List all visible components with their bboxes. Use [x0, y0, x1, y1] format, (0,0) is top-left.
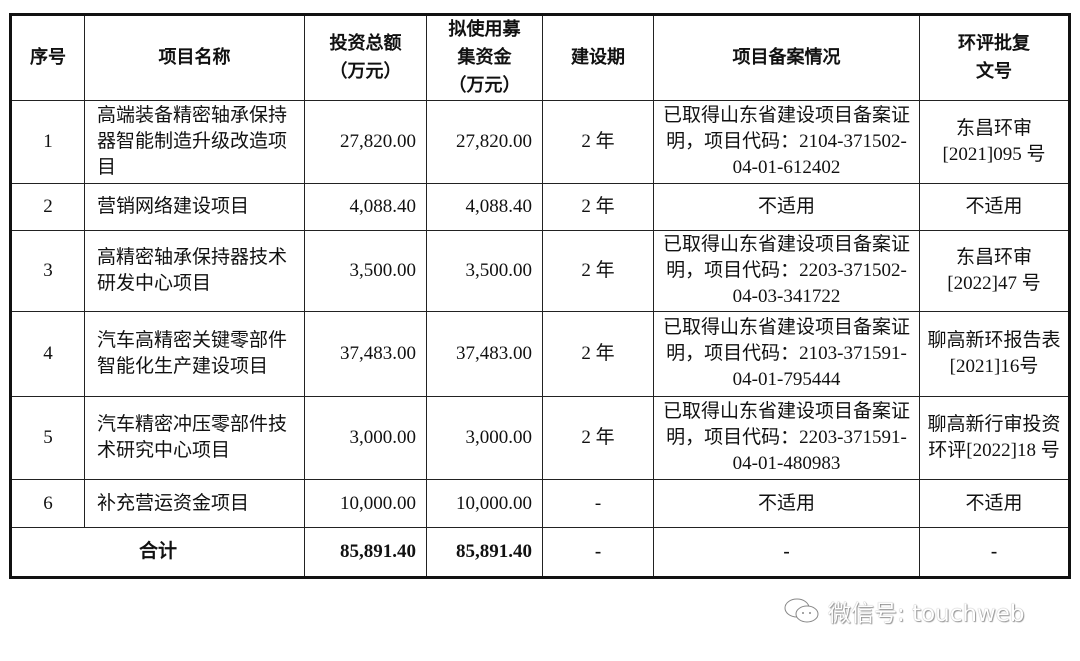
cell-filing: 不适用	[653, 183, 920, 231]
cell-no: 2	[10, 183, 85, 231]
cell-name: 营销网络建设项目	[84, 183, 305, 231]
cell-raised: 10,000.00	[426, 479, 543, 528]
cell-eia: 聊高新行审投资环评[2022]18 号	[919, 396, 1070, 480]
cell-eia: 聊高新环报告表[2021]16号	[919, 311, 1070, 397]
total-filing: -	[653, 527, 920, 578]
cell-raised: 3,000.00	[426, 396, 543, 480]
header-total-investment: 投资总额 （万元）	[304, 14, 427, 101]
watermark: 微信号: touchweb	[782, 594, 1025, 628]
table-row: 1 高端装备精密轴承保持器智能制造升级改造项目 27,820.00 27,820.00…	[10, 100, 1070, 184]
header-row: 序号 项目名称 投资总额 （万元） 拟使用募 集资金 （万元） 建设期 项目备案情况 环评批…	[10, 14, 1070, 101]
cell-total: 10,000.00	[304, 479, 427, 528]
cell-name: 高精密轴承保持器技术研发中心项目	[84, 230, 305, 312]
fundraising-projects-table: 序号 项目名称 投资总额 （万元） 拟使用募 集资金 （万元） 建设期 项目备案情况 环评批…	[9, 13, 1071, 579]
cell-name: 高端装备精密轴承保持器智能制造升级改造项目	[84, 100, 305, 184]
cell-period: 2 年	[542, 396, 654, 480]
cell-filing: 已取得山东省建设项目备案证明，项目代码：2203-371591-04-01-48…	[653, 396, 920, 480]
cell-period: 2 年	[542, 100, 654, 184]
cell-total: 3,000.00	[304, 396, 427, 480]
total-total: 85,891.40	[304, 527, 427, 578]
cell-raised: 37,483.00	[426, 311, 543, 397]
cell-no: 6	[10, 479, 85, 528]
cell-name: 汽车高精密关键零部件智能化生产建设项目	[84, 311, 305, 397]
cell-no: 3	[10, 230, 85, 312]
total-raised: 85,891.40	[426, 527, 543, 578]
header-period: 建设期	[542, 14, 654, 101]
table-row: 3 高精密轴承保持器技术研发中心项目 3,500.00 3,500.00 2 年已取得山…	[10, 230, 1070, 312]
cell-total: 4,088.40	[304, 183, 427, 231]
cell-name: 汽车精密冲压零部件技术研究中心项目	[84, 396, 305, 480]
cell-eia: 不适用	[919, 479, 1070, 528]
table-row: 4 汽车高精密关键零部件智能化生产建设项目 37,483.00 37,483.00 2 …	[10, 311, 1070, 397]
total-label: 合计	[10, 527, 305, 578]
cell-total: 27,820.00	[304, 100, 427, 184]
watermark-text: 微信号: touchweb	[828, 601, 1025, 627]
table-row: 6 补充营运资金项目 10,000.00 10,000.00- 不适用 不适用	[10, 479, 1070, 528]
cell-filing: 已取得山东省建设项目备案证明，项目代码：2104-371502-04-01-61…	[653, 100, 920, 184]
cell-period: -	[542, 479, 654, 528]
header-eia: 环评批复 文号	[919, 14, 1070, 101]
table-row: 5 汽车精密冲压零部件技术研究中心项目 3,000.00 3,000.00 2 年已取得…	[10, 396, 1070, 480]
table-row: 2 营销网络建设项目 4,088.40 4,088.40 2 年不适用 不适用	[10, 183, 1070, 231]
cell-total: 37,483.00	[304, 311, 427, 397]
cell-raised: 3,500.00	[426, 230, 543, 312]
cell-period: 2 年	[542, 230, 654, 312]
total-period: -	[542, 527, 654, 578]
cell-eia: 东昌环审[2021]095 号	[919, 100, 1070, 184]
total-eia: -	[919, 527, 1070, 578]
cell-filing: 不适用	[653, 479, 920, 528]
cell-period: 2 年	[542, 311, 654, 397]
wechat-icon	[784, 598, 819, 623]
cell-filing: 已取得山东省建设项目备案证明，项目代码：2203-371502-04-03-34…	[653, 230, 920, 312]
cell-filing: 已取得山东省建设项目备案证明，项目代码：2103-371591-04-01-79…	[653, 311, 920, 397]
header-filing: 项目备案情况	[653, 14, 920, 101]
header-no: 序号	[10, 14, 85, 101]
cell-name: 补充营运资金项目	[84, 479, 305, 528]
cell-no: 4	[10, 311, 85, 397]
cell-total: 3,500.00	[304, 230, 427, 312]
cell-eia: 东昌环审[2022]47 号	[919, 230, 1070, 312]
cell-period: 2 年	[542, 183, 654, 231]
header-name: 项目名称	[84, 14, 305, 101]
cell-raised: 4,088.40	[426, 183, 543, 231]
cell-eia: 不适用	[919, 183, 1070, 231]
total-row: 合计 85,891.40 85,891.40- - -	[10, 527, 1070, 578]
cell-no: 5	[10, 396, 85, 480]
cell-no: 1	[10, 100, 85, 184]
header-raised-funds: 拟使用募 集资金 （万元）	[426, 14, 543, 101]
cell-raised: 27,820.00	[426, 100, 543, 184]
